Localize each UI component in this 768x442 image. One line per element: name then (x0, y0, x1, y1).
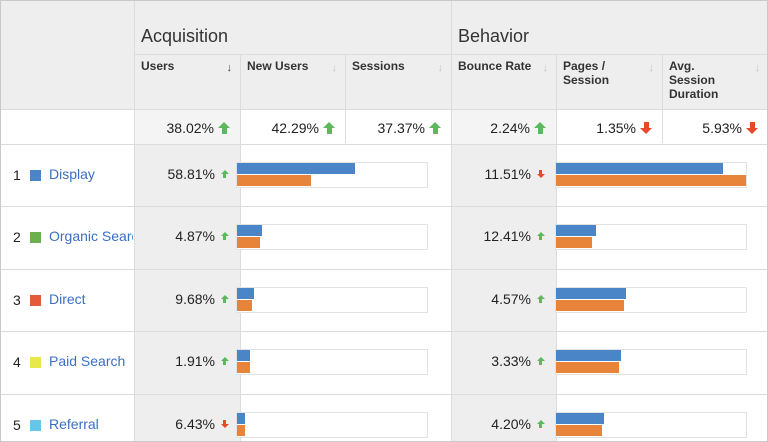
channel-link[interactable]: Organic Search (49, 228, 133, 244)
bounce-rate-percent: 11.51% (451, 166, 545, 182)
trend-up-icon (536, 420, 545, 428)
trend-up-icon (429, 121, 441, 134)
trend-up-icon (220, 295, 229, 303)
channel-link[interactable]: Display (49, 166, 95, 182)
channel-link[interactable]: Direct (49, 291, 86, 307)
bar-current-period (556, 413, 604, 424)
behavior-title: Behavior (458, 26, 530, 46)
users-bar-chart (236, 224, 428, 250)
acquisition-title: Acquisition (141, 26, 229, 46)
channel-link[interactable]: Paid Search (49, 353, 126, 369)
trend-up-icon (323, 121, 335, 134)
table-row: 5 Referral 6.43% 4.20% (1, 395, 767, 441)
bounce-rate-percent: 3.33% (451, 353, 545, 369)
bar-previous-period (556, 237, 592, 248)
trend-up-icon (220, 232, 229, 240)
bar-previous-period (556, 300, 624, 311)
column-header-avg-session-duration[interactable]: Avg. Session Duration ↓ (669, 59, 761, 101)
table-row: 1 Display 58.81% 11.51% (1, 145, 767, 207)
trend-up-icon (220, 357, 229, 365)
trend-up-icon (536, 232, 545, 240)
total-users: 38.02% (134, 111, 240, 144)
channel-color-swatch (30, 170, 41, 181)
sort-arrow-down-icon: ↓ (437, 62, 444, 74)
trend-down-icon (640, 121, 652, 134)
channel-link[interactable]: Referral (49, 416, 99, 432)
bar-previous-period (556, 175, 746, 186)
users-percent: 6.43% (134, 416, 229, 432)
table-row: 4 Paid Search 1.91% 3.33% (1, 332, 767, 394)
bar-current-period (237, 288, 254, 299)
bounce-bar-chart (555, 224, 747, 250)
row-number: 5 (13, 417, 21, 433)
trend-down-icon (220, 420, 229, 428)
table-row: 2 Organic Search4.87% 12.41% (1, 207, 767, 269)
total-bounce-rate: 2.24% (451, 111, 556, 144)
bounce-rate-percent: 4.57% (451, 291, 545, 307)
sort-arrow-down-icon: ↓ (542, 62, 549, 74)
users-bar-chart (236, 349, 428, 375)
users-bar-chart (236, 287, 428, 313)
row-number: 1 (13, 167, 21, 183)
header-band (1, 1, 767, 109)
table-row: 3 Direct 9.68% 4.57% (1, 270, 767, 332)
channel-color-swatch (30, 357, 41, 368)
total-sessions: 37.37% (345, 111, 451, 144)
sort-arrow-down-icon: ↓ (226, 62, 233, 74)
bar-current-period (237, 163, 355, 174)
row-number: 3 (13, 292, 21, 308)
total-pages-session: 1.35% (556, 111, 662, 144)
bar-previous-period (556, 425, 602, 436)
trend-up-icon (534, 121, 546, 134)
users-bar-chart (236, 162, 428, 188)
column-header-sessions[interactable]: Sessions ↓ (352, 59, 444, 74)
row-number: 4 (13, 354, 21, 370)
bar-previous-period (556, 362, 619, 373)
bar-current-period (556, 350, 621, 361)
trend-up-icon (536, 295, 545, 303)
bar-previous-period (237, 362, 250, 373)
bounce-bar-chart (555, 349, 747, 375)
bounce-bar-chart (555, 162, 747, 188)
bar-current-period (556, 225, 596, 236)
sort-arrow-down-icon: ↓ (754, 62, 761, 74)
users-percent: 4.87% (134, 228, 229, 244)
bounce-bar-chart (555, 412, 747, 438)
channel-color-swatch (30, 295, 41, 306)
totals-band (1, 109, 767, 145)
sort-arrow-down-icon: ↓ (648, 62, 655, 74)
total-avg-session-duration: 5.93% (662, 111, 767, 144)
bar-previous-period (237, 175, 311, 186)
column-header-users[interactable]: Users ↓ (141, 59, 233, 74)
row-number: 2 (13, 229, 21, 245)
bar-current-period (237, 413, 245, 424)
bounce-rate-percent: 4.20% (451, 416, 545, 432)
users-bar-chart (236, 412, 428, 438)
bar-previous-period (237, 300, 252, 311)
sort-arrow-down-icon: ↓ (331, 62, 338, 74)
bar-current-period (237, 350, 250, 361)
column-header-new-users[interactable]: New Users ↓ (247, 59, 338, 74)
channel-color-swatch (30, 420, 41, 431)
users-percent: 58.81% (134, 166, 229, 182)
bar-previous-period (237, 425, 245, 436)
users-percent: 1.91% (134, 353, 229, 369)
users-percent: 9.68% (134, 291, 229, 307)
trend-up-icon (220, 170, 229, 178)
bounce-bar-chart (555, 287, 747, 313)
bar-previous-period (237, 237, 260, 248)
bar-current-period (556, 163, 723, 174)
trend-up-icon (536, 357, 545, 365)
trend-down-icon (746, 121, 758, 134)
total-new-users: 42.29% (240, 111, 345, 144)
column-header-bounce-rate[interactable]: Bounce Rate ↓ (458, 59, 549, 74)
bounce-rate-percent: 12.41% (451, 228, 545, 244)
bar-current-period (556, 288, 626, 299)
channel-color-swatch (30, 232, 41, 243)
column-header-pages-session[interactable]: Pages / Session ↓ (563, 59, 655, 87)
bar-current-period (237, 225, 262, 236)
trend-up-icon (218, 121, 230, 134)
trend-down-icon (536, 170, 545, 178)
